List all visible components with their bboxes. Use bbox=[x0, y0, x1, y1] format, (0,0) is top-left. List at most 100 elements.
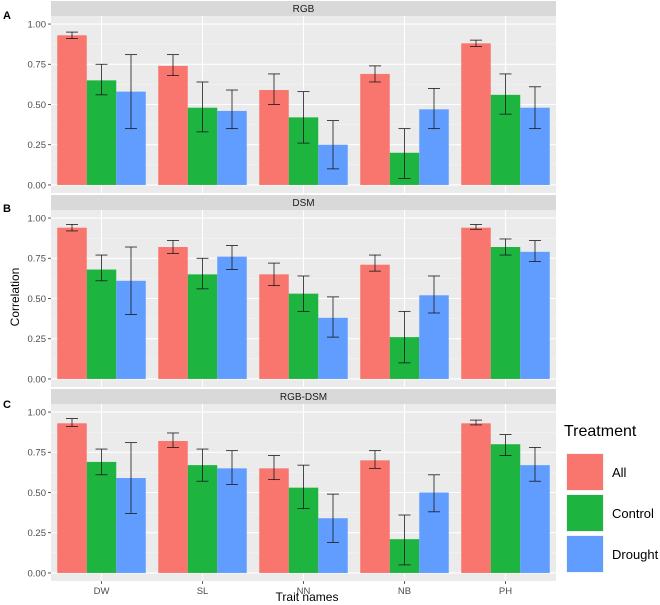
y-tick-label: 1.00 bbox=[28, 19, 47, 30]
error-bar bbox=[470, 39, 482, 47]
error-bar bbox=[268, 455, 280, 481]
y-tick-label: 0.75 bbox=[28, 448, 47, 459]
series-all bbox=[57, 418, 491, 573]
bar-all-nb bbox=[360, 73, 390, 185]
bar-all-ph bbox=[461, 423, 491, 573]
bar-control-sl bbox=[187, 465, 218, 573]
x-tick-label: NN bbox=[297, 586, 311, 597]
legend-label: Control bbox=[612, 506, 654, 521]
error-bar bbox=[369, 450, 381, 469]
y-tick-label: 0.75 bbox=[28, 60, 47, 71]
error-bar bbox=[327, 296, 339, 338]
x-axis-title: Trait names bbox=[276, 590, 339, 604]
error-bar bbox=[125, 54, 137, 130]
facet-strip bbox=[51, 195, 556, 210]
legend-swatch bbox=[567, 495, 603, 531]
error-bar bbox=[428, 275, 440, 314]
error-bar bbox=[499, 73, 512, 115]
legend-item-drought: Drought bbox=[566, 535, 659, 573]
error-bar bbox=[66, 31, 78, 39]
series-drought bbox=[116, 442, 550, 573]
bar-control-dw bbox=[86, 80, 117, 185]
y-tick-label: 0.50 bbox=[28, 294, 47, 305]
bar-all-ph bbox=[461, 227, 491, 379]
facet-strip bbox=[51, 1, 556, 16]
y-tick-label: 1.00 bbox=[28, 213, 47, 224]
bar-all-nb bbox=[360, 460, 390, 573]
bar-all-nn bbox=[259, 90, 289, 185]
bar-all-sl bbox=[158, 441, 188, 573]
error-bar bbox=[226, 244, 238, 270]
bar-drought-sl bbox=[217, 256, 247, 379]
error-bar bbox=[327, 493, 339, 543]
bar-control-dw bbox=[86, 269, 117, 379]
error-bar bbox=[268, 73, 280, 105]
bar-drought-sl bbox=[217, 468, 247, 573]
legend-swatch bbox=[567, 536, 603, 572]
bar-control-ph bbox=[490, 247, 521, 379]
series-control bbox=[86, 238, 521, 379]
error-bar bbox=[95, 254, 108, 282]
error-bar bbox=[167, 240, 179, 254]
bar-drought-ph bbox=[520, 251, 550, 379]
legend-label: Drought bbox=[612, 547, 659, 562]
error-bar bbox=[369, 254, 381, 272]
error-bar bbox=[125, 246, 137, 315]
error-bar bbox=[66, 224, 78, 232]
panel-b: B DSM 0.00 0.25 0.50 0.75 1.00 bbox=[3, 195, 556, 387]
error-bar bbox=[167, 432, 179, 448]
error-bar bbox=[66, 418, 78, 427]
error-bar bbox=[95, 63, 108, 96]
bar-all-ph bbox=[461, 43, 491, 185]
bar-control-sl bbox=[187, 274, 218, 379]
error-bar bbox=[499, 238, 512, 256]
error-bar bbox=[499, 434, 512, 456]
error-bar bbox=[369, 65, 381, 83]
y-tick-label: 1.00 bbox=[28, 407, 47, 418]
error-bar bbox=[226, 89, 238, 130]
error-bar bbox=[428, 474, 440, 513]
bar-all-nn bbox=[259, 468, 289, 573]
error-bar bbox=[470, 224, 482, 230]
x-tick-label: NB bbox=[398, 586, 411, 597]
panel-a: A RGB 0.00 0.25 0.50 0.75 1.00 bbox=[3, 1, 556, 193]
series-all bbox=[57, 224, 491, 379]
x-tick-label: SL bbox=[197, 586, 209, 597]
error-bar bbox=[125, 442, 137, 514]
error-bar bbox=[529, 447, 541, 482]
error-bar bbox=[196, 81, 209, 133]
error-bar bbox=[398, 310, 411, 364]
error-bar bbox=[95, 448, 108, 476]
error-bar bbox=[297, 464, 310, 509]
legend-item-control: Control bbox=[566, 494, 654, 532]
bar-all-dw bbox=[57, 423, 87, 573]
bar-all-nn bbox=[259, 274, 289, 379]
bar-all-dw bbox=[57, 227, 87, 379]
x-tick-label: PH bbox=[499, 586, 512, 597]
legend-title: Treatment bbox=[564, 423, 637, 440]
panel-tag: C bbox=[3, 399, 11, 411]
error-bar bbox=[167, 54, 179, 76]
bar-all-nb bbox=[360, 264, 390, 379]
error-bar bbox=[268, 262, 280, 287]
error-bar bbox=[297, 91, 310, 144]
error-bar bbox=[428, 88, 440, 130]
chart-panels: A RGB 0.00 0.25 0.50 0.75 1.00 B DSM 0.00 0.25 0.50… bbox=[3, 1, 556, 581]
facet-strip-title: RGB bbox=[293, 4, 315, 15]
bar-all-sl bbox=[158, 65, 188, 185]
legend-item-all: All bbox=[566, 453, 627, 491]
bar-all-sl bbox=[158, 247, 188, 379]
panel-tag: A bbox=[3, 10, 11, 22]
y-tick-label: 0.25 bbox=[28, 140, 47, 151]
error-bar bbox=[529, 240, 541, 262]
y-tick-label: 0.00 bbox=[28, 374, 47, 385]
error-bar bbox=[196, 257, 209, 290]
error-bar bbox=[196, 448, 209, 482]
y-tick-label: 0.50 bbox=[28, 488, 47, 499]
series-drought bbox=[116, 54, 550, 185]
error-bar bbox=[398, 514, 411, 566]
x-axis: DW SL NN NB PH bbox=[94, 581, 512, 597]
y-tick-label: 0.25 bbox=[28, 334, 47, 345]
panel-c: C RGB-DSM 0.00 0.25 0.50 0.75 1.00 bbox=[3, 389, 556, 581]
error-bar bbox=[470, 419, 482, 426]
